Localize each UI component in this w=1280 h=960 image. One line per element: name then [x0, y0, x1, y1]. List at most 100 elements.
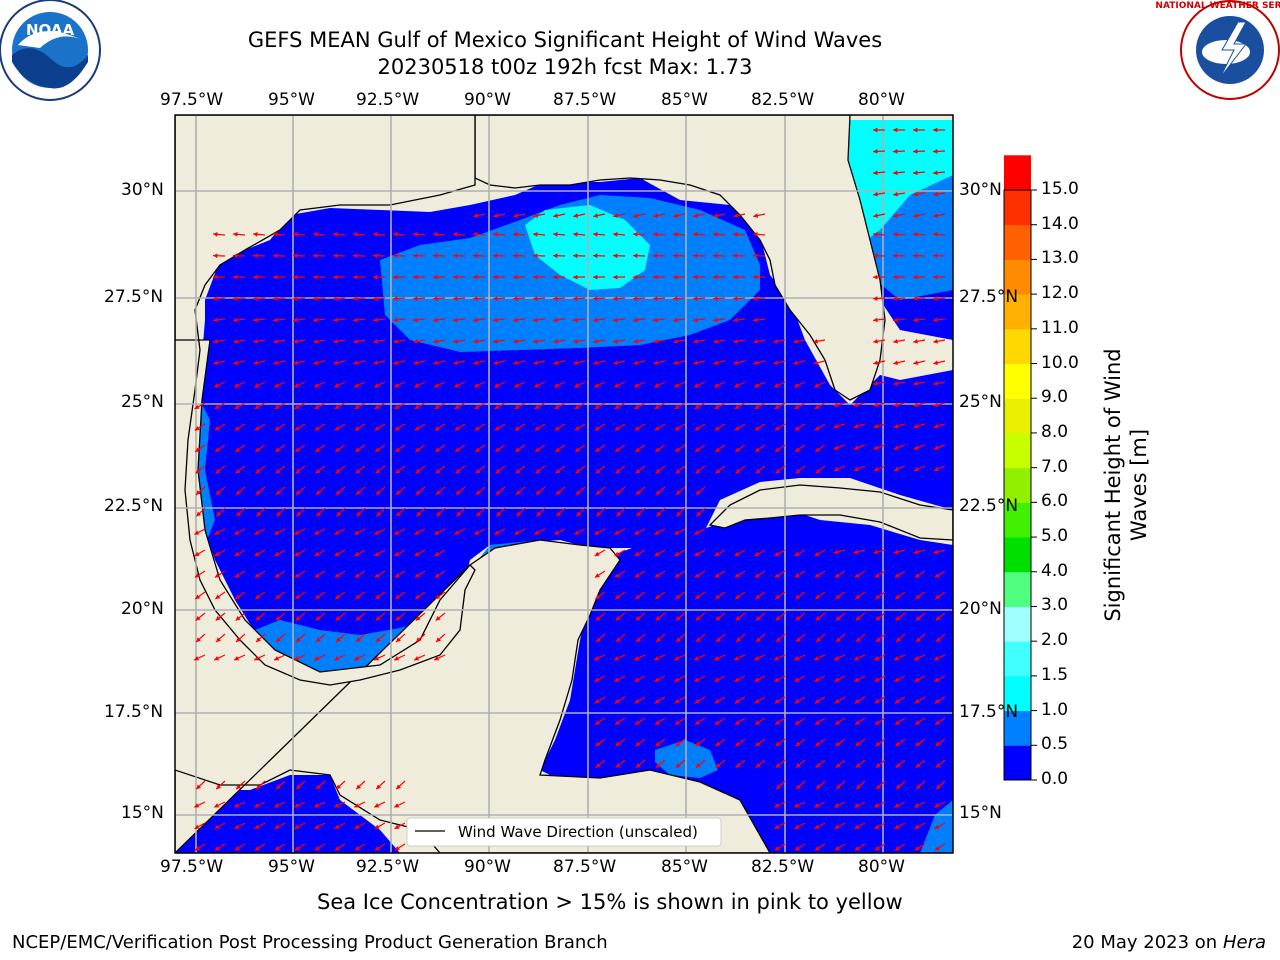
wave-direction-arrowhead	[774, 698, 780, 704]
wave-direction-arrowhead	[893, 445, 899, 450]
wave-direction-arrowhead	[335, 468, 341, 474]
wave-direction-arrowhead	[256, 511, 262, 517]
wave-direction-arrowhead	[695, 490, 701, 495]
wave-direction-arrowhead	[374, 551, 380, 556]
wave-direction-arrowhead	[513, 213, 519, 218]
wave-direction-arrowhead	[253, 317, 258, 323]
wave-direction-arrowhead	[334, 573, 340, 578]
wave-direction-arrowhead	[194, 803, 200, 808]
lon-label: 92.5°W	[356, 857, 420, 877]
wave-direction-arrowhead	[334, 656, 340, 661]
wave-direction-arrowhead	[795, 741, 801, 747]
wave-direction-arrowhead	[673, 338, 678, 344]
wave-direction-arrowhead	[713, 317, 718, 323]
wave-direction-arrowhead	[655, 763, 661, 768]
wave-direction-arrowhead	[933, 253, 938, 259]
lat-label: 27.5°N	[959, 287, 1019, 307]
wave-direction-arrowhead	[596, 637, 601, 643]
wave-direction-arrowhead	[875, 615, 881, 621]
wave-direction-arrowhead	[636, 637, 641, 643]
wave-direction-arrowhead	[495, 447, 501, 452]
wave-direction-arrowhead	[753, 274, 758, 280]
wave-direction-arrowhead	[213, 274, 218, 280]
wave-direction-arrowhead	[333, 231, 338, 237]
wave-direction-arrowhead	[334, 824, 340, 829]
wave-direction-arrowhead	[376, 784, 382, 790]
wave-direction-arrowhead	[275, 468, 281, 474]
wave-direction-arrowhead	[814, 426, 820, 431]
wave-direction-arrowhead	[334, 426, 340, 431]
wave-direction-arrowhead	[434, 383, 440, 388]
wave-direction-arrowhead	[313, 296, 318, 301]
wave-direction-arrowhead	[734, 551, 740, 556]
wave-direction-arrowhead	[674, 656, 680, 661]
wave-direction-arrowhead	[376, 511, 382, 517]
wave-direction-arrowhead	[795, 447, 801, 452]
wave-direction-arrowhead	[933, 274, 938, 280]
wave-direction-arrowhead	[813, 338, 818, 344]
wave-direction-arrowhead	[554, 404, 560, 409]
wave-direction-arrowhead	[735, 447, 741, 452]
lat-label: 25°N	[121, 392, 164, 412]
wave-direction-arrowhead	[555, 468, 561, 474]
wave-direction-arrowhead	[216, 637, 221, 643]
wave-direction-arrowhead	[695, 763, 701, 768]
wave-direction-arrowhead	[674, 551, 680, 556]
wave-direction-arrowhead	[354, 426, 360, 431]
wave-direction-arrowhead	[355, 447, 361, 452]
wave-direction-arrowhead	[633, 231, 638, 237]
wave-direction-arrowhead	[854, 573, 860, 578]
wave-direction-arrowhead	[753, 338, 758, 344]
wave-direction-arrowhead	[394, 530, 400, 535]
wave-direction-arrowhead	[893, 149, 898, 154]
wave-direction-arrowhead	[936, 637, 941, 643]
wave-direction-arrowhead	[275, 615, 281, 621]
wave-direction-arrowhead	[334, 846, 340, 851]
wave-direction-arrowhead	[874, 698, 880, 704]
wave-direction-arrowhead	[874, 677, 880, 682]
lat-label: 20°N	[959, 599, 1002, 619]
wave-direction-arrowhead	[635, 741, 641, 747]
colorbar-tick-label: 8.0	[1041, 421, 1069, 442]
wave-direction-arrowhead	[694, 530, 700, 535]
wave-direction-arrowhead	[873, 423, 879, 429]
lon-label: 82.5°W	[751, 90, 815, 110]
wave-direction-arrowhead	[213, 296, 218, 301]
wave-direction-arrowhead	[194, 404, 200, 409]
wave-direction-arrowhead	[734, 656, 740, 661]
land-florida	[474, 115, 886, 401]
wave-direction-arrowhead	[834, 677, 840, 682]
wave-direction-arrowhead	[914, 573, 920, 578]
wave-direction-arrowhead	[314, 404, 320, 409]
wave-direction-arrowhead	[614, 656, 620, 661]
wave-direction-arrowhead	[213, 231, 218, 237]
wave-direction-arrowhead	[354, 551, 360, 556]
wave-direction-arrowhead	[715, 741, 721, 747]
wave-direction-arrowhead	[794, 383, 800, 388]
wave-direction-arrowhead	[314, 846, 320, 851]
wave-direction-arrowhead	[414, 426, 420, 431]
wave-direction-arrowhead	[553, 213, 559, 218]
wave-direction-arrowhead	[433, 231, 438, 237]
wave-direction-arrowhead	[294, 656, 300, 661]
wave-direction-arrowhead	[455, 468, 461, 474]
wave-direction-arrowhead	[773, 360, 779, 366]
wave-direction-arrowhead	[814, 573, 820, 578]
wave-direction-arrowhead	[894, 803, 900, 808]
wave-direction-arrowhead	[374, 824, 380, 829]
wave-direction-arrowhead	[394, 404, 400, 409]
wave-direction-arrowhead	[815, 720, 821, 725]
wave-direction-arrowhead	[914, 803, 920, 808]
wave-direction-arrowhead	[553, 360, 559, 366]
wave-direction-arrowhead	[873, 149, 878, 154]
wave-direction-arrowhead	[553, 338, 558, 344]
wave-direction-arrowhead	[935, 594, 941, 600]
wave-direction-arrowhead	[393, 360, 399, 366]
colorbar-segment	[1004, 502, 1031, 538]
colorbar-segment	[1004, 294, 1031, 330]
wave-direction-arrowhead	[314, 656, 320, 661]
wave-direction-arrowhead	[755, 763, 761, 768]
wave-direction-arrowhead	[855, 594, 861, 600]
wave-direction-arrowhead	[713, 231, 718, 237]
wave-direction-arrowhead	[395, 468, 401, 474]
